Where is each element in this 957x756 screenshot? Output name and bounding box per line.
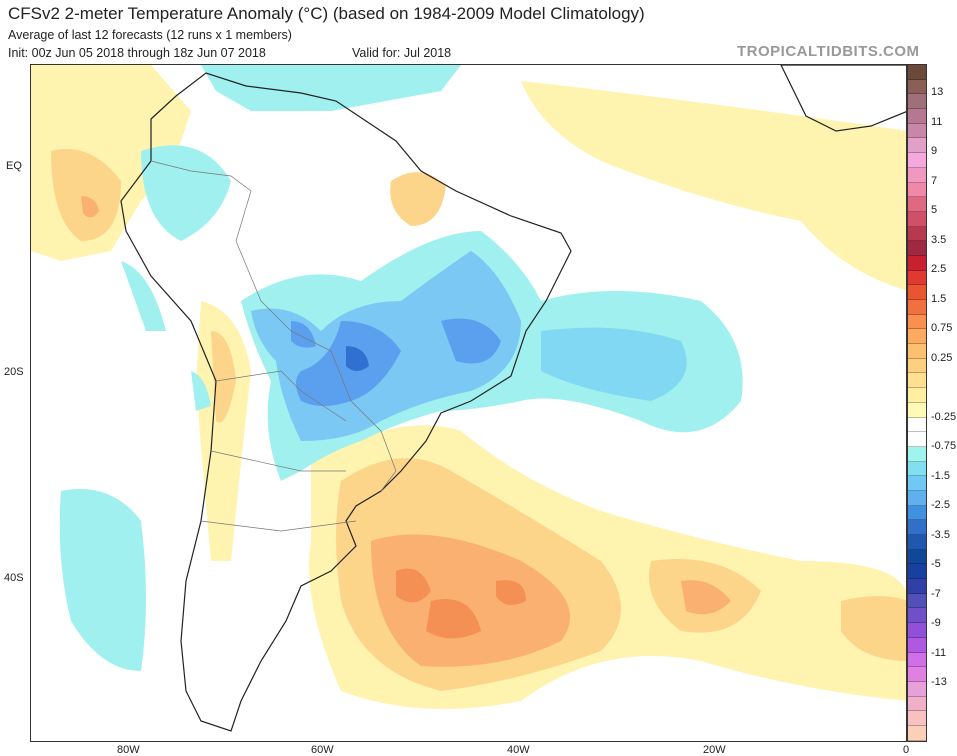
colorbar-swatch xyxy=(908,652,926,668)
colorbar-swatch xyxy=(908,490,926,506)
colorbar-label: -0.25 xyxy=(931,410,957,423)
colorbar-label: 5 xyxy=(931,204,938,217)
colorbar-swatch xyxy=(908,446,926,462)
lat-label: 20S xyxy=(4,366,24,378)
colorbar-swatch xyxy=(908,314,926,330)
colorbar-swatch xyxy=(908,681,926,697)
colorbar-label: -13 xyxy=(931,676,947,689)
colorbar-label: 0.25 xyxy=(931,351,953,364)
colorbar-swatch xyxy=(908,637,926,653)
colorbar-swatch xyxy=(908,696,926,712)
colorbar-swatch xyxy=(908,167,926,183)
colorbar-swatch xyxy=(908,123,926,139)
lon-label: 0 xyxy=(903,744,910,756)
colorbar-label: -3.5 xyxy=(931,528,950,541)
colorbar-swatch xyxy=(908,65,926,80)
warm-anomaly-shading xyxy=(31,65,906,709)
colorbar-swatch xyxy=(908,667,926,682)
init-time: Init: 00z Jun 05 2018 through 18z Jun 07… xyxy=(8,46,266,60)
colorbar-swatch xyxy=(908,549,926,565)
colorbar-swatch xyxy=(908,109,926,124)
colorbar-swatch xyxy=(908,358,926,374)
colorbar-swatch xyxy=(908,182,926,198)
colorbar-swatch xyxy=(908,285,926,300)
colorbar-swatch xyxy=(908,226,926,242)
colorbar-swatch xyxy=(908,520,926,535)
colorbar-swatch xyxy=(908,593,926,609)
colorbar-label: -7 xyxy=(931,587,941,600)
colorbar-swatch xyxy=(908,461,926,477)
colorbar-swatch xyxy=(908,79,926,95)
colorbar-label: -9 xyxy=(931,617,941,630)
colorbar-label: 11 xyxy=(931,115,943,128)
colorbar-label: 3.5 xyxy=(931,233,947,246)
anomaly-map xyxy=(30,64,907,742)
colorbar-swatch xyxy=(908,432,926,447)
cold-anomaly-shading xyxy=(59,65,743,671)
colorbar xyxy=(907,64,927,742)
colorbar-swatch xyxy=(908,255,926,271)
colorbar-swatch xyxy=(908,329,926,345)
lat-label: 40S xyxy=(4,572,24,584)
colorbar-label: 7 xyxy=(931,174,938,187)
colorbar-label: 9 xyxy=(931,145,938,158)
valid-time: Valid for: Jul 2018 xyxy=(352,46,452,60)
map-subtitle: Average of last 12 forecasts (12 runs x … xyxy=(8,28,292,42)
brand-watermark: TROPICALTIDBITS.COM xyxy=(737,43,920,60)
colorbar-swatch xyxy=(908,138,926,154)
lat-label: EQ xyxy=(6,160,22,172)
country-borders xyxy=(150,160,397,532)
colorbar-swatch xyxy=(908,241,926,256)
map-canvas xyxy=(31,65,906,732)
colorbar-label: 2.5 xyxy=(931,263,947,276)
colorbar-swatch xyxy=(908,153,926,168)
colorbar-label: -1.5 xyxy=(931,469,950,482)
colorbar-swatch xyxy=(908,300,926,315)
colorbar-swatch xyxy=(908,564,926,580)
colorbar-swatch xyxy=(908,725,926,741)
colorbar-swatch xyxy=(908,388,926,403)
colorbar-label: -11 xyxy=(931,646,947,659)
colorbar-swatch xyxy=(908,270,926,286)
colorbar-swatch xyxy=(908,197,926,212)
colorbar-label: 0.75 xyxy=(931,322,953,335)
colorbar-swatch xyxy=(908,608,926,624)
colorbar-swatch xyxy=(908,344,926,359)
colorbar-swatch xyxy=(908,402,926,418)
colorbar-swatch xyxy=(908,579,926,594)
colorbar-swatch xyxy=(908,417,926,433)
colorbar-swatch xyxy=(908,476,926,491)
lon-label: 40W xyxy=(507,744,530,756)
colorbar-swatch xyxy=(908,535,926,550)
colorbar-label: -0.75 xyxy=(931,440,957,453)
lon-label: 20W xyxy=(703,744,726,756)
colorbar-swatch xyxy=(908,711,926,726)
colorbar-swatch xyxy=(908,211,926,227)
colorbar-swatch xyxy=(908,623,926,638)
colorbar-label: 13 xyxy=(931,86,944,99)
map-title: CFSv2 2-meter Temperature Anomaly (°C) (… xyxy=(8,4,645,23)
colorbar-label: -5 xyxy=(931,558,941,571)
colorbar-swatch xyxy=(908,373,926,389)
colorbar-swatch xyxy=(908,94,926,110)
colorbar-label: -2.5 xyxy=(931,499,950,512)
colorbar-swatch xyxy=(908,505,926,521)
lon-label: 80W xyxy=(117,744,140,756)
lon-label: 60W xyxy=(311,744,334,756)
colorbar-label: 1.5 xyxy=(931,292,947,305)
